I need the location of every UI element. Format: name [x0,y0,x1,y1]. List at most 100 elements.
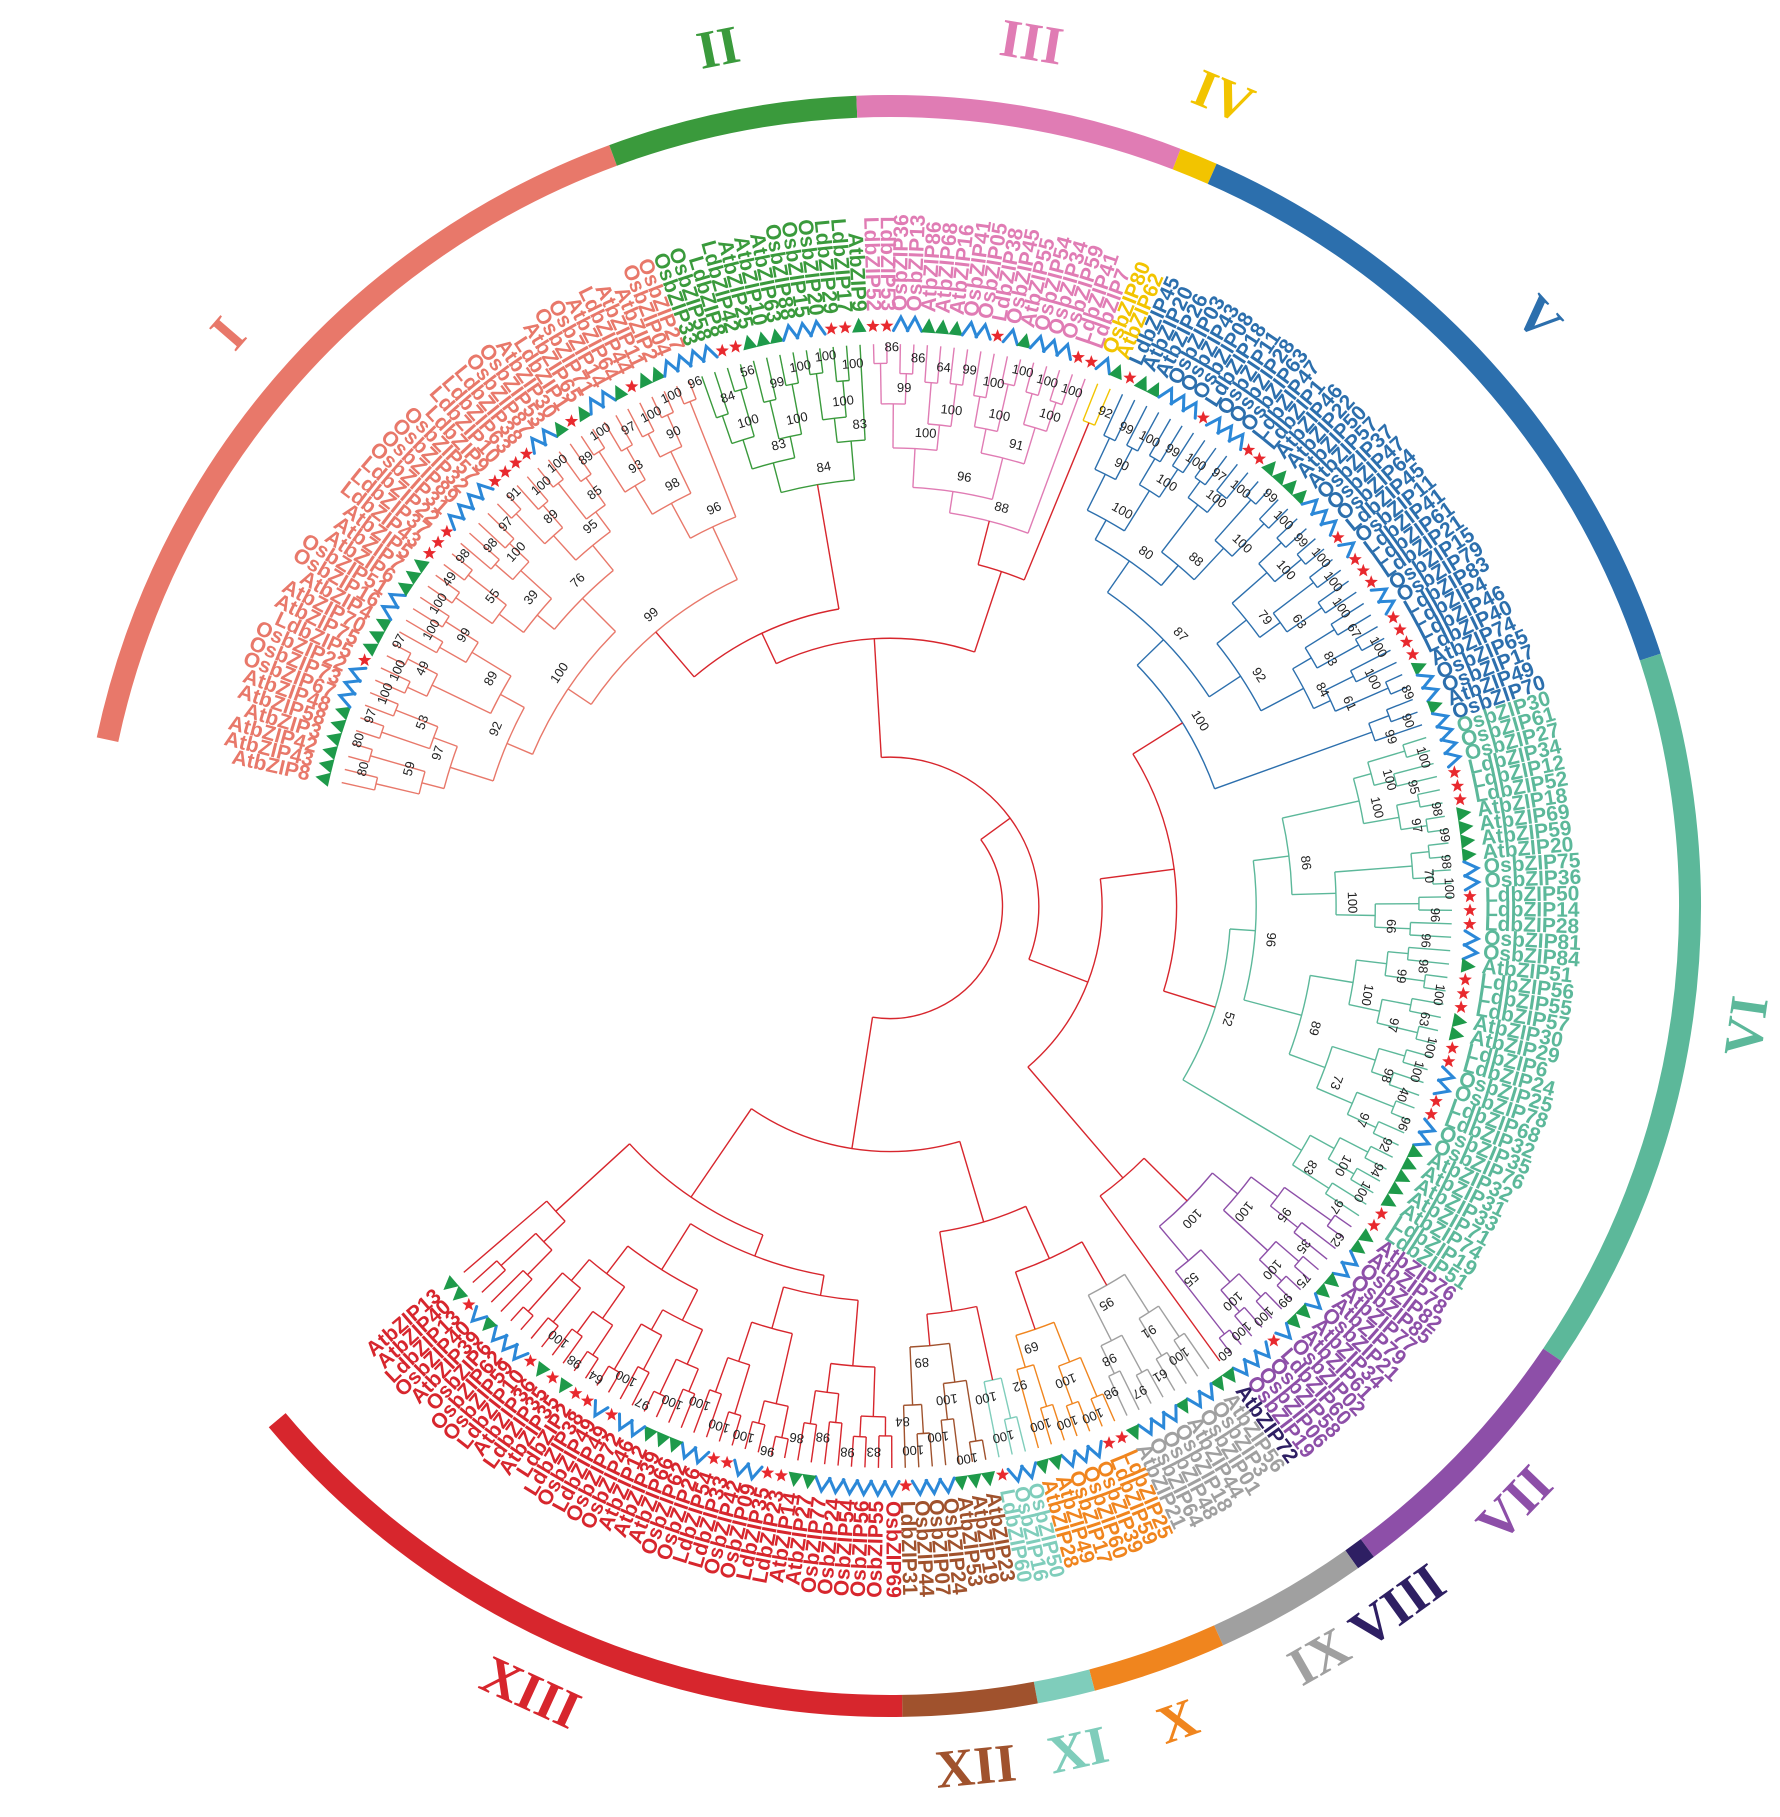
backbone-branch [1028,1067,1123,1178]
ld-star-marker [1400,635,1413,648]
bootstrap-value: 86 [884,339,899,354]
at-triangle-marker [414,559,430,573]
bootstrap-value: 100 [1035,371,1060,391]
branch [648,434,660,457]
branch [407,687,427,696]
os-chevron-marker [1321,521,1336,535]
ld-star-marker [520,447,533,460]
bootstrap-value: 100 [841,355,864,372]
backbone-arc [1133,754,1177,991]
ld-star-marker [1425,1107,1438,1120]
os-chevron-marker [748,1464,762,1479]
branch [900,344,901,374]
clade-arc [1036,1680,1092,1693]
clade-label: IV [1184,57,1262,135]
branch [1139,459,1155,485]
backbone-branch [656,632,694,677]
branch [1317,1088,1353,1103]
bootstrap-value: 98 [662,474,682,494]
clade-arc [1352,1548,1368,1559]
ld-star-marker [1463,917,1476,930]
os-chevron-marker [1464,931,1478,945]
bootstrap-value: 97 [633,1394,652,1414]
backbone-branch [1026,1206,1050,1258]
bootstrap-value: 76 [567,570,588,591]
os-chevron-marker [682,1443,696,1458]
branch [593,545,614,570]
at-triangle-marker [326,733,342,747]
bootstrap-value: 87 [1170,624,1191,645]
bootstrap-value: 84 [815,458,832,475]
branch [558,483,586,519]
os-chevron-marker [543,430,557,445]
ld-star-marker [991,329,1004,342]
branch [511,1307,524,1321]
ld-star-marker [716,344,729,357]
bootstrap-value: 100 [544,451,570,476]
bootstrap-value: 100 [1271,507,1297,533]
at-triangle-marker [1282,480,1297,495]
branch [537,615,554,629]
bootstrap-value: 100 [658,384,684,407]
branch [966,1380,976,1441]
at-triangle-marker [1017,333,1031,349]
bootstrap-value: 86 [788,1430,805,1447]
bootstrap-value: 35 [1293,1236,1314,1257]
os-chevron-marker [472,1307,487,1322]
os-chevron-marker [885,1482,899,1496]
ld-star-marker [1454,1000,1467,1013]
os-chevron-marker [797,324,811,338]
bootstrap-value: 99 [1275,1290,1296,1311]
bootstrap-value: 100 [1321,568,1346,594]
bootstrap-value: 83 [867,1445,882,1460]
branch [1162,505,1198,552]
ld-star-marker [1357,564,1370,577]
branch [603,1287,625,1319]
os-chevron-marker [1187,1391,1200,1406]
branch [482,1270,506,1292]
branch [644,1335,662,1369]
bootstrap-value: 100 [1380,767,1400,792]
os-chevron-marker [678,356,692,371]
os-chevron-marker [816,1477,830,1491]
os-chevron-marker [351,668,366,681]
at-triangle-marker [1449,1026,1465,1040]
ld-star-marker [775,1469,788,1482]
os-chevron-marker [1159,389,1172,404]
clade-label: V [1503,283,1574,352]
branch [1122,1335,1142,1372]
branch [1215,732,1372,789]
at-triangle-marker [1035,1458,1049,1474]
bootstrap-value: 97 [1353,1110,1372,1129]
at-triangle-marker [640,373,653,389]
bootstrap-value: 100 [927,1428,950,1445]
bootstrap-value: 84 [895,1414,910,1430]
bootstrap-value: 94 [1367,1160,1387,1180]
bootstrap-value: 100 [788,357,812,376]
branch [743,440,752,469]
bootstrap-value: 89 [1398,683,1418,702]
os-chevron-marker [1057,345,1071,360]
ld-star-marker [1457,987,1470,1000]
os-chevron-marker [1441,740,1456,754]
branch [722,416,732,444]
at-triangle-marker [406,571,422,585]
ld-star-marker [866,319,879,332]
branch [1403,738,1426,745]
branch [528,1273,562,1312]
at-triangle-marker [315,773,331,787]
ld-star-marker [1406,648,1419,661]
bootstrap-value: 64 [936,359,952,375]
bootstrap-value: 99 [1163,440,1183,460]
bootstrap-value: 39 [520,587,541,608]
branch [422,783,444,789]
bootstrap-value: 100 [707,1416,732,1437]
ld-star-marker [440,525,453,538]
bootstrap-value: 100 [785,409,809,428]
bootstrap-value: 100 [1059,380,1084,401]
os-chevron-marker [735,1460,749,1475]
bootstrap-value: 97 [1326,1196,1346,1216]
branch [735,1365,750,1414]
ld-star-marker [1102,1436,1115,1449]
bootstrap-value: 92 [1376,1135,1396,1154]
